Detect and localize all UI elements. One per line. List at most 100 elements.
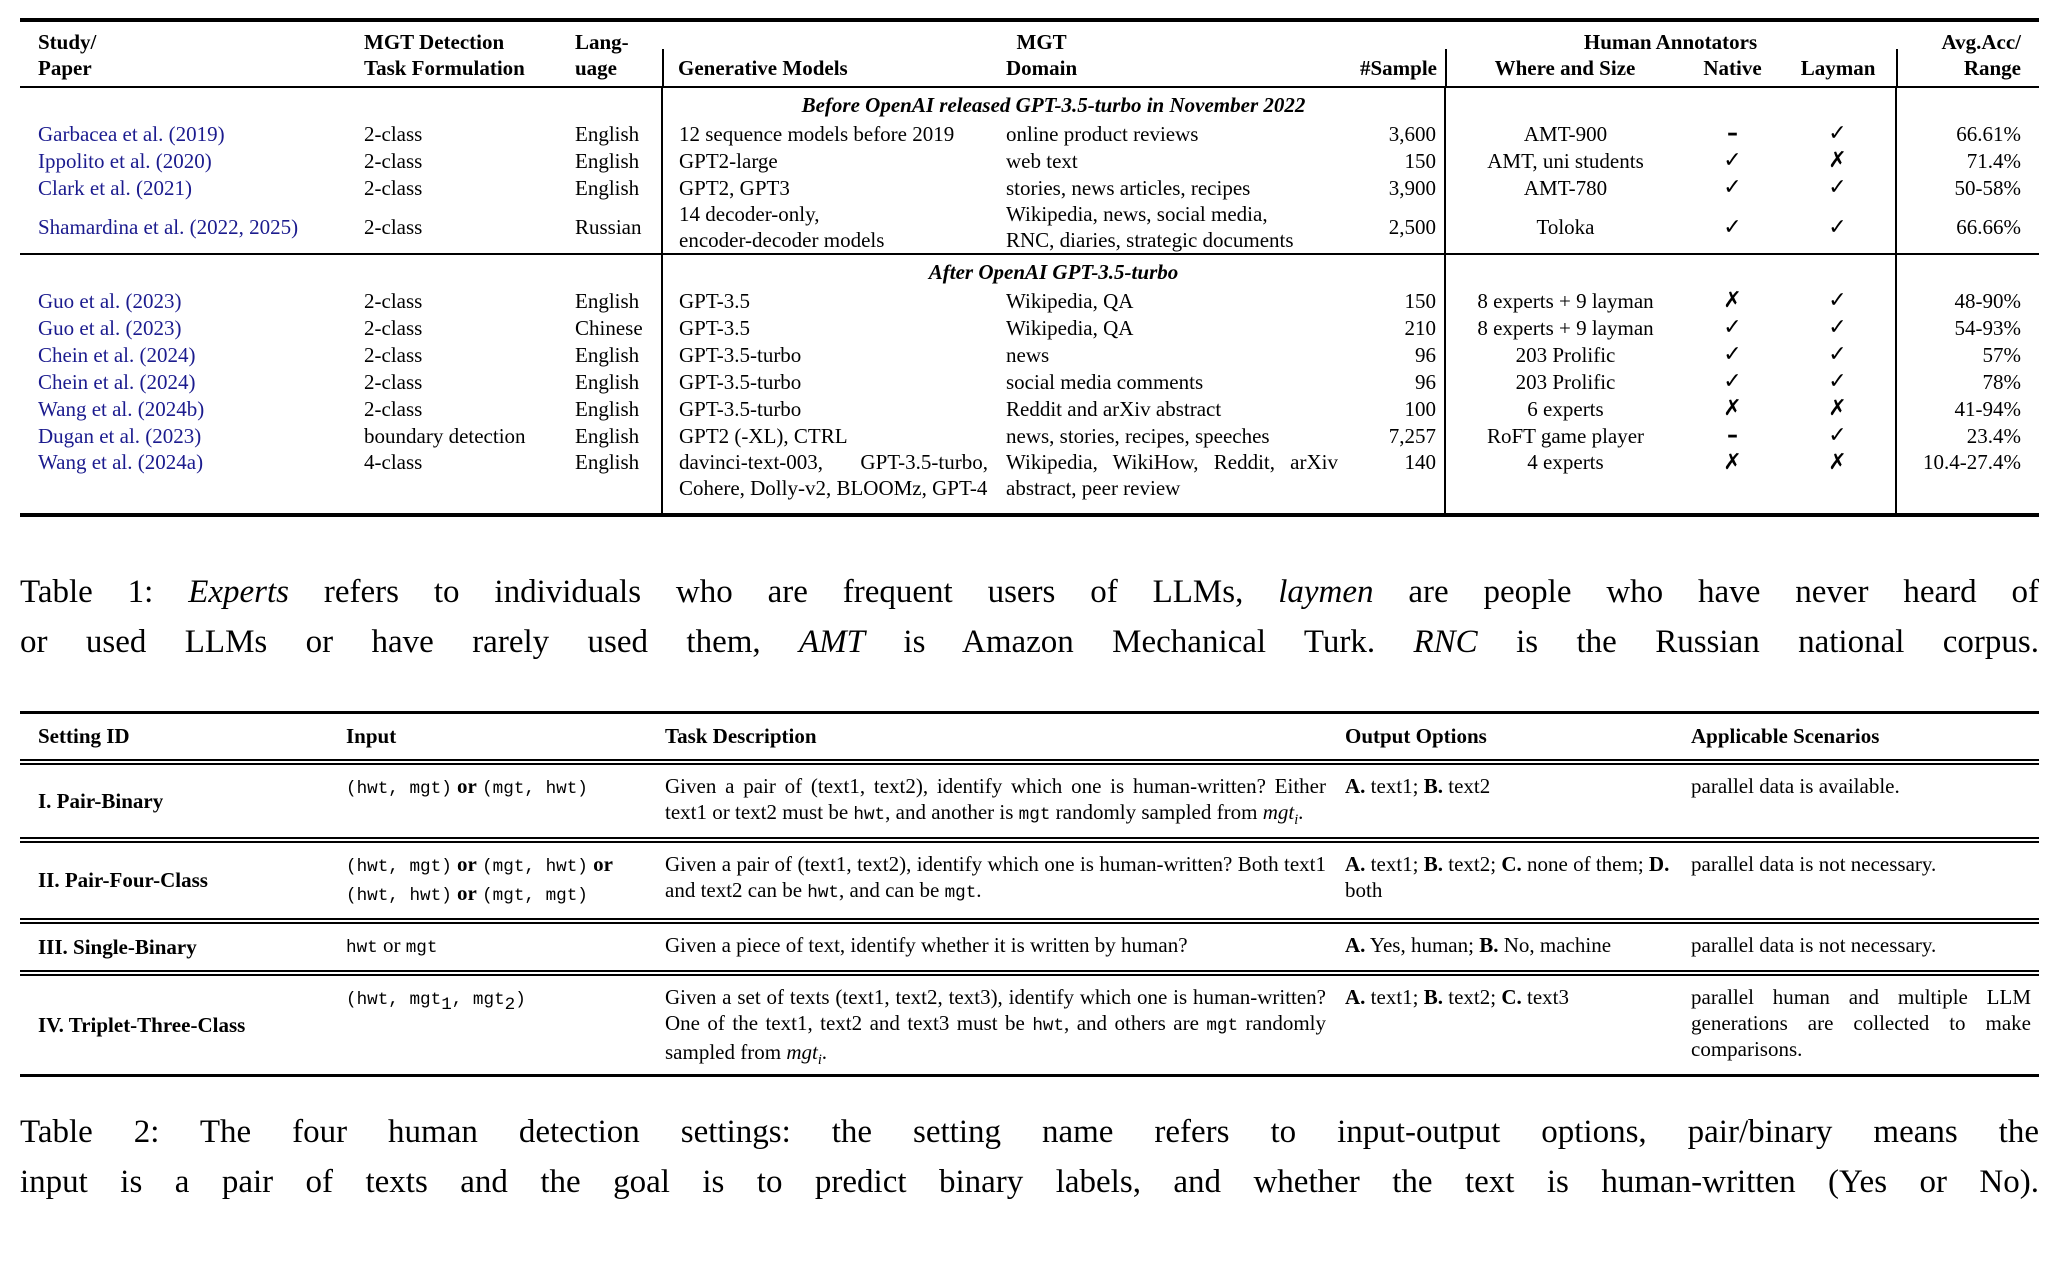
generative-models-cell: GPT2, GPT3 xyxy=(661,174,1000,201)
setting-row: IV. Triplet-Three-Class (hwt, mgt1, mgt2)… xyxy=(20,970,2039,1076)
generative-models-cell: GPT-3.5 xyxy=(661,314,1000,341)
col-header-generative-models: Generative Models xyxy=(662,20,1000,88)
language-cell: English xyxy=(575,423,640,448)
layman-mark-cell: ✓ xyxy=(1780,201,1896,254)
annotator-where-cell: 6 experts xyxy=(1444,395,1685,422)
native-mark-cell: ✗ xyxy=(1685,449,1780,515)
native-mark-cell: – xyxy=(1685,120,1780,147)
mgt-domain-cell: Wikipedia, news, social media, RNC, diari… xyxy=(1006,202,1294,252)
table1-header-row: Study/ Paper MGT Detection Task Formulat… xyxy=(20,20,2039,88)
check-icon: ✓ xyxy=(1828,288,1847,313)
cross-icon: ✗ xyxy=(1723,450,1742,475)
citation-link[interactable]: Chein et al. (2024) xyxy=(38,342,196,367)
sample-count-cell: 140 xyxy=(1404,450,1437,474)
annotator-where-cell: AMT-900 xyxy=(1444,120,1685,147)
check-icon: ✓ xyxy=(1828,175,1847,200)
table2-header-row: Setting ID Input Task Description Output… xyxy=(20,712,2039,765)
table1-caption-line1: Table 1: Experts refers to individuals w… xyxy=(20,574,2039,610)
language-cell: English xyxy=(575,342,640,367)
generative-models-cell: GPT-3.5-turbo xyxy=(661,395,1000,422)
task-formulation-cell: 4-class xyxy=(364,450,423,474)
table-row: Clark et al. (2021) 2-class English GPT2, G… xyxy=(20,174,2039,201)
native-mark-cell: ✓ xyxy=(1685,201,1780,254)
table1-mgt-detection-studies: Study/ Paper MGT Detection Task Formulat… xyxy=(20,18,2039,517)
generative-models-cell: davinci-text-003, GPT-3.5-turbo, Cohere,… xyxy=(661,449,1000,515)
citation-link[interactable]: Wang et al. (2024a) xyxy=(38,450,204,474)
layman-mark-cell: ✓ xyxy=(1780,314,1896,341)
annotator-where-cell: 4 experts xyxy=(1444,449,1685,515)
table-row: Guo et al. (2023) 2-class Chinese GPT-3.5 Wi… xyxy=(20,314,2039,341)
output-options-cell: A. text1; B. text2 xyxy=(1345,774,1491,798)
cross-icon: ✗ xyxy=(1828,148,1847,173)
table-row: Dugan et al. (2023) boundary detection Eng… xyxy=(20,422,2039,449)
study-cell: Wang et al. (2024b) xyxy=(20,395,360,422)
section-spacer xyxy=(20,87,662,120)
setting-id-cell: III. Single-Binary xyxy=(20,918,340,973)
accuracy-cell: 23.4% xyxy=(1895,422,2039,449)
language-cell: English xyxy=(575,288,640,313)
citation-link[interactable]: Guo et al. (2023) xyxy=(38,288,182,313)
citation-link[interactable]: Chein et al. (2024) xyxy=(38,369,196,394)
citation-link[interactable]: Garbacea et al. (2019) xyxy=(38,121,225,146)
citation-link[interactable]: Clark et al. (2021) xyxy=(38,175,192,200)
citation-link[interactable]: Ippolito et al. (2020) xyxy=(38,148,212,173)
table2-caption: Table 2: The four human detection settin… xyxy=(20,1107,2039,1207)
setting-id-cell: IV. Triplet-Three-Class xyxy=(20,970,340,1076)
col-header-human-annotators: Human Annotators Where and Size Native L… xyxy=(1445,20,1896,88)
section-row: Before OpenAI released GPT-3.5-turbo in … xyxy=(20,87,2039,120)
col-header-mgt-domain: MGT Domain xyxy=(1000,20,1352,88)
accuracy-cell: 66.61% xyxy=(1895,120,2039,147)
section-title: Before OpenAI released GPT-3.5-turbo in … xyxy=(661,87,1445,120)
task-description-cell: Given a piece of text, identify whether … xyxy=(660,918,1340,973)
section-spacer xyxy=(1444,87,1896,120)
annotator-where-cell: Toloka xyxy=(1444,201,1685,254)
layman-mark-cell: ✗ xyxy=(1780,395,1896,422)
task-formulation-cell: 2-class xyxy=(364,315,423,340)
task-formulation-cell: 2-class xyxy=(364,175,423,200)
input-cell: (hwt, mgt) or (mgt, hwt) xyxy=(346,774,588,799)
check-icon: ✓ xyxy=(1723,148,1742,173)
dash-icon: – xyxy=(1727,121,1738,146)
native-mark-cell: ✓ xyxy=(1685,147,1780,174)
sample-count-cell: 210 xyxy=(1404,315,1437,340)
language-cell: Chinese xyxy=(575,315,643,340)
task-formulation-cell: 2-class xyxy=(364,215,423,239)
setting-id-cell: II. Pair-Four-Class xyxy=(20,837,340,921)
output-options-cell: A. text1; B. text2; C. text3 xyxy=(1340,970,1688,1076)
col-header-task-description: Task Description xyxy=(660,712,1340,765)
language-cell: English xyxy=(575,121,640,146)
citation-link[interactable]: Wang et al. (2024b) xyxy=(38,396,205,421)
mgt-domain-cell: Wikipedia, QA xyxy=(1006,288,1134,313)
sample-count-cell: 96 xyxy=(1415,369,1436,394)
cross-icon: ✗ xyxy=(1723,288,1742,313)
task-description-cell: Given a pair of (text1, text2), identify… xyxy=(660,837,1340,921)
setting-row: II. Pair-Four-Class (hwt, mgt) or (mgt, h… xyxy=(20,837,2039,921)
study-cell: Guo et al. (2023) xyxy=(20,287,360,314)
section-spacer xyxy=(1895,87,2039,120)
table1-caption-line2: or used LLMs or have rarely used them, A… xyxy=(20,624,2039,660)
mgt-domain-cell: stories, news articles, recipes xyxy=(1006,175,1251,200)
check-icon: ✓ xyxy=(1828,121,1847,146)
mgt-domain-cell: news xyxy=(1006,342,1050,367)
sample-count-cell: 150 xyxy=(1404,148,1437,173)
citation-link[interactable]: Guo et al. (2023) xyxy=(38,315,182,340)
native-mark-cell: ✓ xyxy=(1685,368,1780,395)
check-icon: ✓ xyxy=(1828,423,1847,448)
language-cell: English xyxy=(575,148,640,173)
citation-link[interactable]: Dugan et al. (2023) xyxy=(38,423,202,448)
native-mark-cell: – xyxy=(1685,422,1780,449)
col-header-task-formulation: MGT Detection Task Formulation xyxy=(360,20,570,88)
sample-count-cell: 96 xyxy=(1415,342,1436,367)
annotator-where-cell: AMT-780 xyxy=(1444,174,1685,201)
layman-mark-cell: ✓ xyxy=(1780,341,1896,368)
table-row: Ippolito et al. (2020) 2-class English GPT2… xyxy=(20,147,2039,174)
setting-row: I. Pair-Binary (hwt, mgt) or (mgt, hwt) Gi… xyxy=(20,762,2039,840)
col-header-output-options: Output Options xyxy=(1340,712,1688,765)
study-cell: Clark et al. (2021) xyxy=(20,174,360,201)
task-description-cell: Given a pair of (text1, text2), identify… xyxy=(665,774,1326,829)
sample-count-cell: 150 xyxy=(1404,288,1437,313)
citation-link[interactable]: Shamardina et al. (2022, 2025) xyxy=(38,215,299,239)
layman-mark-cell: ✓ xyxy=(1780,422,1896,449)
mgt-domain-cell: Reddit and arXiv abstract xyxy=(1006,396,1222,421)
applicable-scenarios-cell: parallel data is not necessary. xyxy=(1688,837,2039,921)
